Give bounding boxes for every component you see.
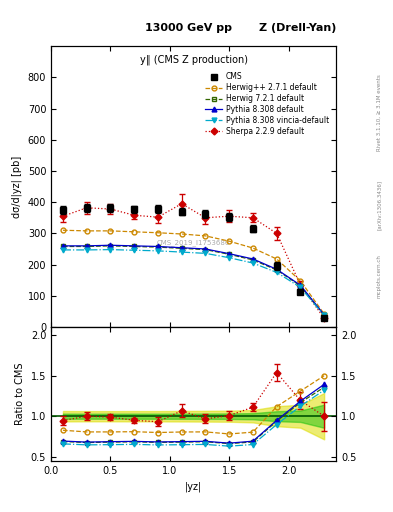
Legend: CMS, Herwig++ 2.7.1 default, Herwig 7.2.1 default, Pythia 8.308 default, Pythia : CMS, Herwig++ 2.7.1 default, Herwig 7.2.… (206, 72, 329, 136)
X-axis label: |yᴢ|: |yᴢ| (185, 481, 202, 492)
Text: [arXiv:1306.3436]: [arXiv:1306.3436] (377, 180, 382, 230)
Text: 13000 GeV pp: 13000 GeV pp (145, 23, 232, 33)
Text: CMS_2019_I1753680: CMS_2019_I1753680 (157, 240, 230, 246)
Y-axis label: dσ/d|yᴢ| [pb]: dσ/d|yᴢ| [pb] (12, 156, 22, 218)
Text: Z (Drell-Yan): Z (Drell-Yan) (259, 23, 336, 33)
Text: y‖ (CMS Z production): y‖ (CMS Z production) (140, 54, 248, 65)
Text: mcplots.cern.ch: mcplots.cern.ch (377, 254, 382, 298)
Text: Rivet 3.1.10, ≥ 3.1M events: Rivet 3.1.10, ≥ 3.1M events (377, 74, 382, 151)
Y-axis label: Ratio to CMS: Ratio to CMS (15, 362, 25, 425)
